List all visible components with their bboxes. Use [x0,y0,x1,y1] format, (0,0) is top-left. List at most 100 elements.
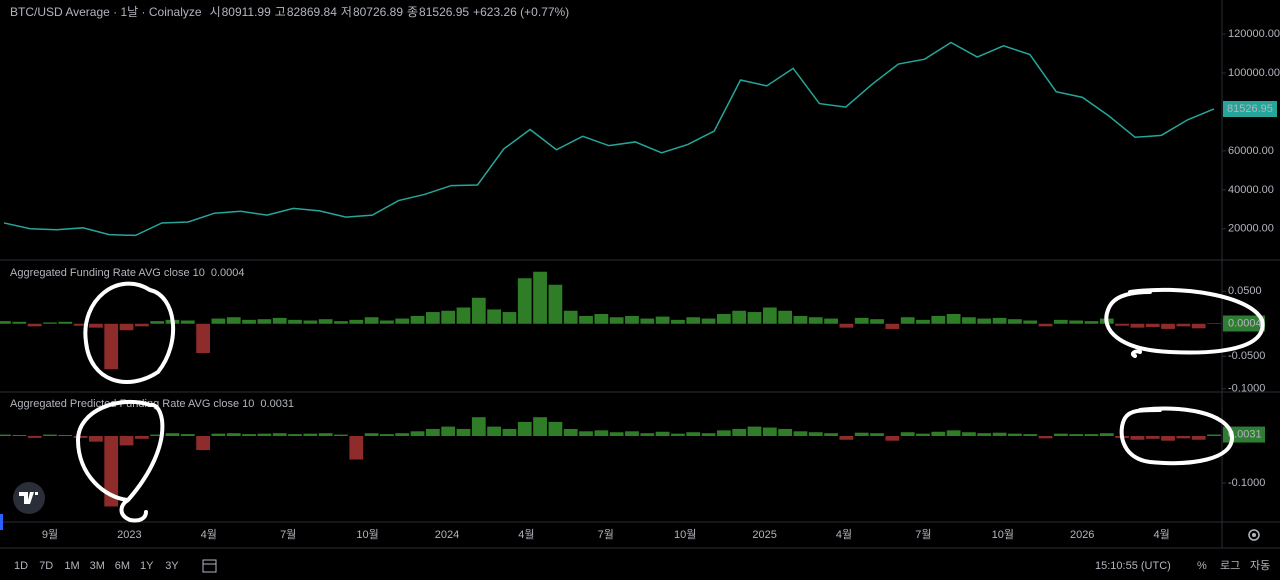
funding-bar [395,318,410,324]
funding-bar [517,278,532,324]
funding-bar [73,323,88,326]
funding-bar [716,314,731,324]
funding-bar [977,318,992,324]
funding-bar [104,436,119,507]
funding-bar [12,321,27,324]
range-button[interactable]: 1D [14,560,28,572]
funding-bar [134,436,149,439]
funding-bar [196,323,211,353]
funding-bar [640,318,655,324]
auto-toggle[interactable]: 자동 [1250,559,1270,572]
funding-bar [441,310,456,324]
funding-bar [747,426,762,436]
funding-bar [563,310,578,324]
funding-bar [793,315,808,324]
funding-bar [364,317,379,324]
funding-bar [165,433,180,436]
range-button[interactable]: 1Y [140,560,154,572]
funding-bar [517,421,532,436]
funding-bar [916,319,930,324]
range-button[interactable]: 3Y [165,560,179,572]
chart-title: BTC/USD Average · 1날 · Coinalyze [10,5,202,19]
funding-bar [1007,433,1022,436]
range-button[interactable]: 6M [115,560,130,572]
funding-bar [793,431,808,436]
x-tick-label: 10월 [356,528,378,541]
x-tick-label: 7월 [915,528,931,541]
range-button[interactable]: 3M [90,560,105,572]
plot: 20000.00 40000.00 60000.00 100000.00 120000.… [0,28,1280,541]
funding-bar [119,436,134,446]
y-tick-label: 40000.00 [1228,184,1274,196]
funding-bar [471,417,486,436]
funding-bar [487,309,502,324]
y-tick-label: 0.0500 [1228,285,1262,297]
last-value-box [1223,315,1265,332]
funding-bar [992,432,1007,436]
x-tick-label: 4월 [518,528,534,541]
funding-bar [594,430,609,436]
funding-bar [456,307,471,324]
funding-bar [778,428,793,436]
funding-bar [732,428,747,436]
price-line [3,41,1215,237]
funding-bar [747,312,762,324]
funding-bar [242,434,256,436]
y-tick-label: -0.1000 [1228,383,1265,395]
funding-bar [992,317,1007,324]
y-tick-label: -0.1000 [1228,477,1265,489]
funding-bar [1084,434,1099,436]
funding-bar [1207,434,1221,436]
funding-bar [1084,321,1099,324]
funding-bar [349,319,364,324]
funding-bar [716,430,731,436]
funding-bar [487,426,502,436]
funding-bar [1161,323,1175,329]
last-price-box [1223,100,1277,117]
funding-bar [1115,323,1129,326]
funding-bar [1207,323,1221,324]
range-button[interactable]: 7D [39,560,53,572]
tradingview-logo[interactable] [13,482,45,514]
funding-bar [1176,436,1191,439]
funding-bar [73,436,88,438]
funding-bar [58,321,73,324]
funding-bar [579,315,593,324]
funding-bar [180,434,195,436]
ohlc-value: 80726.89 [353,5,403,19]
ohlc-value: 82869.84 [287,5,337,19]
funding-bar [502,428,517,436]
funding-bar [1099,433,1114,436]
funding-bar [732,310,747,324]
log-toggle[interactable]: 로그 [1220,560,1240,572]
funding-bar [609,317,624,324]
funding-bar [288,319,302,324]
funding-bar [824,433,838,436]
funding-bar [380,320,394,324]
ohlc-value: 80911.99 [222,5,271,19]
funding-bar [441,426,456,436]
funding-bar [410,431,425,436]
percent-toggle[interactable]: % [1197,560,1207,572]
toolbar: 1D 7D 1M 3M 6M 1Y 3Y 15:10:55 (UTC)% 로그 자동 [14,559,1270,572]
funding-bar [89,436,103,442]
x-tick-label: 7월 [280,528,296,541]
funding-bar [655,431,670,436]
last-value-label: 0.0004 [1228,317,1262,329]
funding-bar [946,314,961,324]
funding-bar [27,323,42,327]
settings-icon[interactable] [1248,529,1260,541]
x-tick-label: 2023 [117,529,141,541]
range-button[interactable]: 1M [64,560,79,572]
funding-bar [579,431,593,436]
ohlc-value: 81526.95 [419,5,469,19]
funding-bar [655,316,670,324]
header: BTC/USD Average · 1날 · Coinalyze 시 80911.9… [10,5,569,19]
funding-bar [563,428,578,436]
date-range-icon[interactable] [202,559,217,573]
funding-bar [533,271,547,324]
funding-bar [1053,319,1068,324]
funding-bar [502,312,517,324]
funding-bar [885,323,900,329]
